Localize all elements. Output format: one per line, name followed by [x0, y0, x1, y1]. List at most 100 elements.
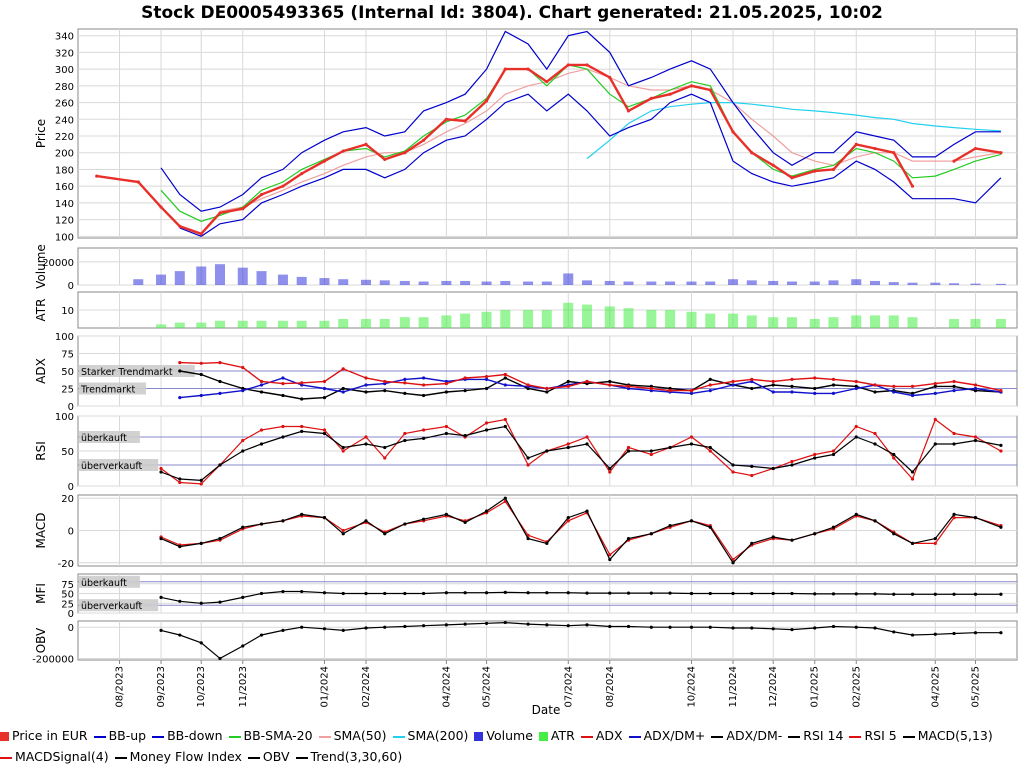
mfi-line-point: [463, 591, 467, 595]
rsi-ref-label-bg: [79, 431, 140, 443]
price-line-point: [649, 96, 653, 100]
adx-ref-label-bg: [79, 382, 146, 395]
atr-bar: [541, 310, 552, 328]
macd-line-point: [484, 509, 489, 513]
macd-line-point: [218, 536, 222, 541]
price-line-point: [300, 172, 304, 176]
price-frame: [77, 28, 1018, 239]
legend-swatch: [788, 735, 801, 738]
rsi14-line-point: [484, 428, 489, 432]
mfi-line-point: [383, 591, 387, 596]
mfi-line-point: [689, 591, 694, 596]
obv-line-point: [421, 624, 426, 628]
legend-swatch: [849, 735, 862, 738]
obv-ytick-label: -200000: [32, 654, 74, 665]
price-line-point: [444, 117, 448, 121]
rsi5-line-point: [608, 470, 612, 474]
macd-signal-line: [160, 500, 1002, 561]
volume-bar: [646, 281, 657, 285]
macd-line-point: [444, 512, 448, 516]
obv-line-point: [484, 621, 489, 625]
price-ytick-label: 320: [55, 48, 74, 59]
atr-bar: [949, 319, 960, 328]
macd-line-point: [463, 520, 467, 525]
atr-bar: [786, 317, 797, 328]
macd-line-point: [322, 515, 327, 520]
mfi-line-point: [999, 592, 1003, 596]
mfi-line-point: [218, 600, 222, 604]
legend-swatch: [247, 756, 260, 759]
price-line-point: [873, 146, 877, 151]
mfi-line-point: [708, 591, 712, 596]
dm-plus-line-point: [364, 383, 368, 387]
adx-ytick-label: 0: [68, 402, 74, 413]
legend-label: BB-SMA-20: [243, 728, 313, 743]
volume-bar: [930, 282, 941, 285]
rsi5-line-point: [790, 459, 794, 464]
legend-swatch: [295, 756, 308, 759]
macd-line-point: [364, 519, 368, 523]
volume-bar: [319, 278, 330, 285]
macd-line-point: [526, 536, 530, 541]
macd-signal-line-point: [341, 528, 345, 533]
price-ytick-label: 100: [55, 232, 74, 243]
rsi-ytick-label: 50: [61, 447, 74, 458]
volume-bar: [563, 273, 574, 285]
rsi14-line-point: [159, 470, 163, 474]
obv-line-point: [952, 631, 956, 636]
legend-label: MACD(5,13): [917, 728, 993, 743]
price-line-point: [545, 80, 549, 84]
rsi-ref-label: überkauft: [81, 433, 127, 444]
dm-plus-line-point: [241, 389, 245, 393]
rsi14-line-point: [526, 456, 530, 460]
price-ytick-label: 200: [55, 149, 74, 160]
rsi14-line-point: [731, 463, 735, 467]
mfi-line-point: [178, 599, 182, 603]
dm-plus-line-point: [218, 391, 222, 395]
macd-line-point: [259, 522, 264, 526]
price-line-point: [790, 176, 794, 180]
x-tick-label: 05/2025: [970, 666, 981, 708]
atr-bar: [623, 308, 634, 328]
x-tick-label: 12/2024: [768, 666, 779, 708]
rsi5-line-point: [933, 417, 937, 422]
adx-ref-label: Starker Trendmarkt: [81, 367, 173, 378]
obv-line-point: [526, 622, 530, 626]
adx-line-point: [973, 383, 978, 387]
dm-plus-line-point: [790, 390, 794, 394]
obv-line-point: [668, 625, 672, 629]
volume-ytick-label: 20000: [42, 258, 74, 269]
rsi14-line-point: [608, 466, 612, 471]
dm-plus-line-point: [973, 386, 978, 391]
adx-ytick-label: 100: [55, 332, 74, 343]
rsi14-line-point: [341, 445, 345, 450]
rsi5-line-point: [585, 435, 589, 439]
adx-line-point: [484, 375, 489, 379]
atr-bar: [665, 310, 676, 328]
atr-bar: [970, 319, 981, 328]
dm-plus-line-point: [771, 390, 775, 394]
rsi5-line-point: [973, 435, 978, 439]
obv-line-point: [892, 630, 896, 634]
mfi-line-point: [790, 591, 794, 596]
obv-line-point: [199, 641, 203, 645]
legend-label: Money Flow Index: [129, 749, 242, 764]
macd-line-point: [281, 519, 285, 523]
adx-line-point: [952, 379, 956, 384]
legend-item: ADX: [580, 725, 623, 746]
rsi5-line-point: [281, 424, 285, 429]
macd-line-point: [503, 496, 507, 500]
x-axis-label: Date: [532, 703, 561, 717]
adx-line-point: [199, 361, 203, 365]
legend-item: MACDSignal(4): [0, 746, 109, 767]
volume-ytick-label: 0: [68, 281, 74, 292]
dm-plus-line-point: [708, 389, 712, 393]
price-line-point: [831, 167, 836, 172]
price-ytick-label: 140: [55, 199, 74, 210]
macd-line-point: [854, 512, 858, 516]
obv-line-point: [973, 631, 978, 635]
rsi14-line-point: [649, 449, 653, 453]
adx-line-point: [241, 365, 245, 370]
legend-label: MACDSignal(4): [15, 749, 109, 764]
legend-swatch: [580, 735, 593, 738]
